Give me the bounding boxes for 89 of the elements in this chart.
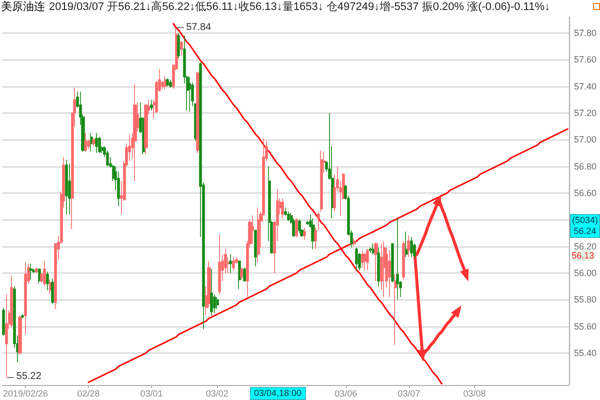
candlestick bbox=[377, 247, 380, 287]
candlestick bbox=[38, 268, 41, 284]
candlestick bbox=[287, 211, 290, 222]
text: (5034) 56.24 bbox=[570, 214, 600, 238]
y-tick-label: 57.20 bbox=[574, 108, 597, 118]
candlestick bbox=[65, 159, 68, 215]
candlestick bbox=[98, 136, 101, 154]
candlestick bbox=[106, 150, 109, 167]
candlestick bbox=[407, 235, 410, 258]
y-tick-label: 55.80 bbox=[574, 294, 597, 305]
candlestick bbox=[295, 218, 298, 238]
candlestick bbox=[311, 218, 315, 250]
x-tick-label: 02/28 bbox=[77, 388, 100, 398]
y-tick-label: 55.40 bbox=[574, 348, 597, 358]
y-tick-label: 56.20 bbox=[574, 241, 597, 252]
y-tick-label: 57.40 bbox=[574, 81, 597, 92]
candlestick bbox=[133, 83, 137, 182]
candlestick bbox=[238, 260, 241, 290]
candlestick bbox=[303, 227, 306, 240]
text: 03/04,18:00 bbox=[250, 387, 306, 400]
candlestick bbox=[2, 307, 5, 336]
candlestick bbox=[29, 263, 33, 280]
candlestick bbox=[240, 267, 243, 280]
candlestick bbox=[366, 248, 369, 271]
candlestick bbox=[164, 75, 167, 90]
candlestick bbox=[18, 315, 22, 355]
candlestick bbox=[180, 40, 183, 56]
candlestick bbox=[43, 260, 46, 287]
candlestick bbox=[232, 256, 235, 271]
candlestick bbox=[353, 238, 356, 247]
candlestick bbox=[24, 262, 27, 335]
annotation: 56.13 bbox=[572, 250, 594, 261]
candlestick bbox=[372, 243, 375, 255]
candlestick bbox=[410, 236, 413, 258]
candlestick bbox=[402, 240, 405, 280]
candlestick bbox=[150, 99, 153, 111]
y-tick-label: 56.60 bbox=[574, 188, 597, 198]
candlestick bbox=[363, 252, 367, 271]
x-tick-label: 03/01 bbox=[140, 388, 163, 398]
candlestick bbox=[84, 132, 87, 152]
candlestick bbox=[254, 230, 257, 267]
candlestick bbox=[405, 231, 408, 258]
y-tick-label: 55.60 bbox=[574, 321, 597, 332]
x-tick-label: 03/02 bbox=[206, 388, 228, 398]
candlestick bbox=[369, 247, 372, 254]
candlestick bbox=[68, 163, 71, 215]
chart-title: 美原油连 bbox=[1, 1, 45, 13]
candlestick bbox=[281, 198, 284, 219]
y-tick-label: 57.80 bbox=[574, 28, 597, 38]
candlestick bbox=[90, 132, 93, 152]
candlestick bbox=[166, 78, 169, 87]
candlestick bbox=[169, 79, 172, 88]
candlestick bbox=[46, 271, 49, 291]
candlestick bbox=[298, 219, 301, 234]
candlestick bbox=[388, 250, 391, 298]
candlestick bbox=[177, 32, 180, 59]
candlestick bbox=[51, 278, 54, 304]
x-tick-label: 03/06 bbox=[334, 388, 358, 398]
y-tick-label: 57.00 bbox=[574, 134, 597, 145]
candlestick bbox=[5, 294, 8, 378]
candlestick bbox=[218, 234, 221, 295]
x-tick-label: 03/07 bbox=[398, 388, 420, 398]
candlestick bbox=[374, 242, 378, 282]
candlestick bbox=[243, 267, 246, 282]
candlestick bbox=[320, 150, 323, 212]
candlestick bbox=[394, 274, 397, 346]
candlestick bbox=[188, 76, 191, 112]
text: 55.22 bbox=[16, 371, 42, 382]
candlestick bbox=[355, 247, 358, 271]
text: 57.84 bbox=[186, 22, 212, 33]
candlestick bbox=[361, 250, 364, 268]
y-tick-label: 57.60 bbox=[574, 54, 597, 65]
candlestick bbox=[383, 240, 386, 298]
candlestick bbox=[216, 296, 219, 310]
candlestick bbox=[35, 267, 38, 274]
candlestick bbox=[21, 314, 24, 319]
candlestick bbox=[210, 268, 213, 316]
candlestick bbox=[391, 243, 394, 283]
x-tick-label: 03/08 bbox=[463, 388, 486, 398]
y-tick-label: 56.80 bbox=[574, 161, 597, 172]
candlestick bbox=[251, 215, 254, 244]
candlestick bbox=[10, 275, 13, 328]
candlestick bbox=[257, 207, 260, 263]
x-tick-label: 2019/02/26 bbox=[2, 388, 48, 398]
candlestick bbox=[229, 254, 232, 274]
candlestick bbox=[396, 218, 399, 300]
y-tick-label: 56.00 bbox=[574, 268, 597, 278]
candlestick bbox=[95, 132, 98, 154]
chart-subtitle: 2019/03/07 开56.21↓高56.22↓低56.11↓收56.13↓量1653↓ 仓497249↓增-5537 振0.20% 涨(-0.06)-0.11%↓ bbox=[49, 1, 550, 13]
